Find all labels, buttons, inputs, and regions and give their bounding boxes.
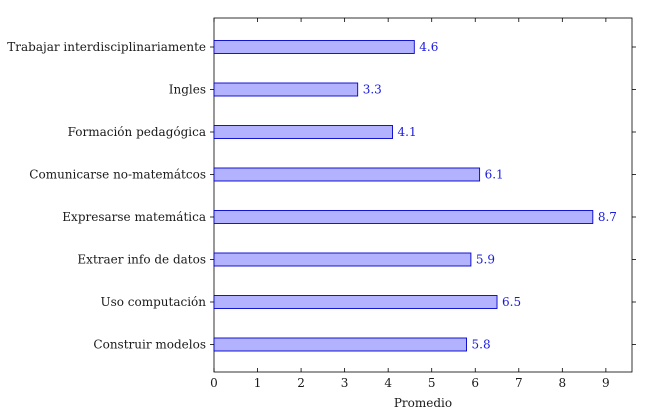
bar-value-label-8: 5.8 <box>472 338 491 352</box>
bar-2 <box>213 82 359 97</box>
bar-value-label-1: 4.6 <box>419 40 438 54</box>
category-label-3: Formación pedagógica <box>68 125 206 139</box>
bar-8 <box>213 337 467 352</box>
bar-value-label-6: 5.9 <box>476 253 495 267</box>
category-label-4: Comunicarse no-matemátcos <box>29 168 206 182</box>
category-labels: Trabajar interdisciplinariamente Ingles Fo… <box>7 40 636 352</box>
x-axis-label: Promedio <box>394 396 452 410</box>
x-tick-label-1: 1 <box>254 376 262 390</box>
plot-frame <box>213 17 633 373</box>
bar-value-label-2: 3.3 <box>363 83 382 97</box>
bar-value-label-4: 6.1 <box>485 168 504 182</box>
x-tick-label-4: 4 <box>384 376 392 390</box>
bar-5 <box>213 210 594 224</box>
bar-value-label-5: 8.7 <box>598 210 617 224</box>
category-label-8: Construir modelos <box>93 338 206 352</box>
x-tick-label-6: 6 <box>471 376 479 390</box>
x-tick-label-5: 5 <box>428 376 436 390</box>
x-tick-label-2: 2 <box>297 376 305 390</box>
category-label-6: Extraer info de datos <box>77 253 206 267</box>
x-tick-label-0: 0 <box>210 376 218 390</box>
bar-4 <box>213 167 481 182</box>
x-axis-ticks: 0 1 2 3 4 5 6 7 8 9 <box>210 18 610 390</box>
x-tick-label-9: 9 <box>602 376 610 390</box>
bar-7 <box>213 295 498 309</box>
x-tick-label-7: 7 <box>515 376 523 390</box>
bar-value-label-3: 4.1 <box>398 125 417 139</box>
category-label-5: Expresarse matemática <box>62 210 206 224</box>
category-label-2: Ingles <box>169 83 206 97</box>
category-label-1: Trabajar interdisciplinariamente <box>7 40 206 54</box>
bars: 4.6 3.3 4.1 6.1 8.7 5.9 6.5 5.8 <box>213 40 617 352</box>
category-label-7: Uso computación <box>100 295 206 309</box>
bar-3 <box>213 125 393 139</box>
bar-6 <box>213 252 472 267</box>
x-tick-label-3: 3 <box>341 376 349 390</box>
x-tick-label-8: 8 <box>559 376 567 390</box>
bar-1 <box>213 40 415 54</box>
bar-value-label-7: 6.5 <box>502 295 521 309</box>
